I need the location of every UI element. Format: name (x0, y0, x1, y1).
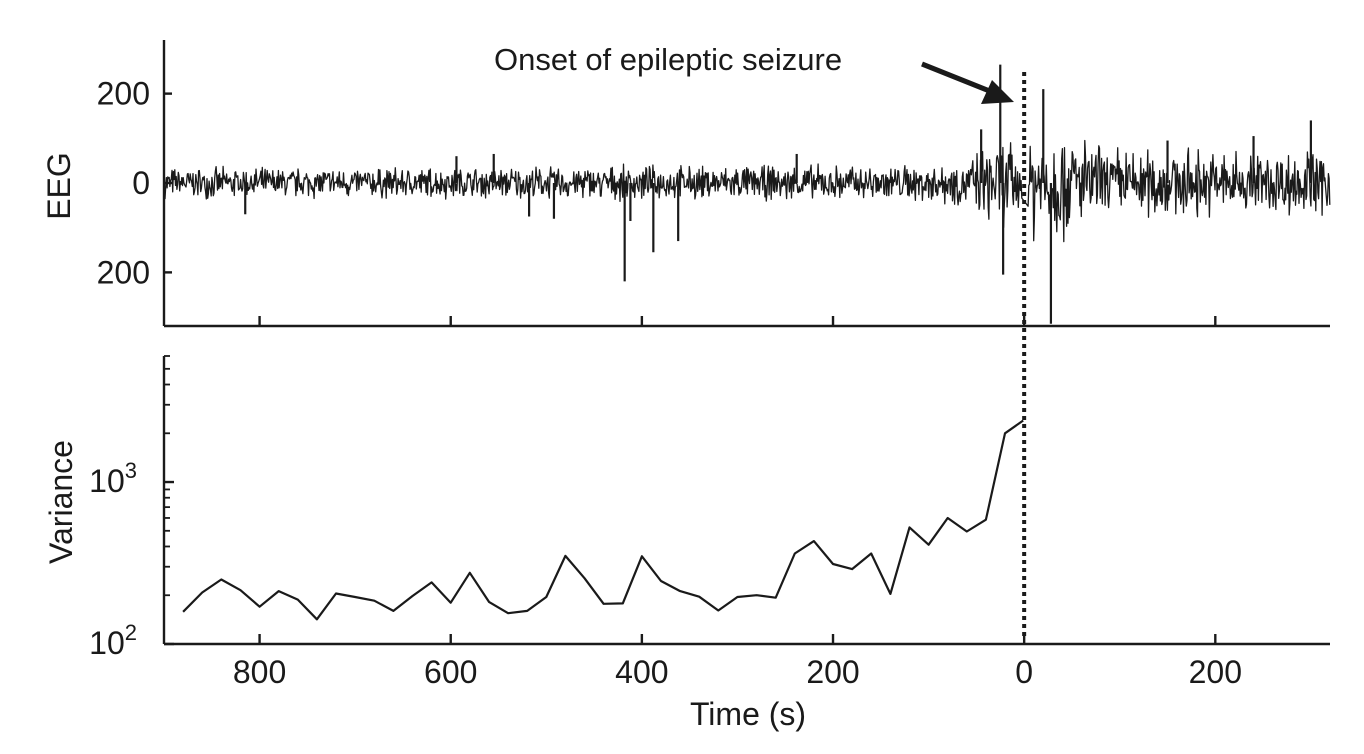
variance-series-line (182, 419, 1024, 621)
x-tick-label: 200 (806, 654, 859, 690)
eeg-panel: 200 0 200 EEG (41, 40, 1331, 328)
variance-y-tick-label: 103 (89, 458, 137, 499)
seizure-onset-annotation: Onset of epileptic seizure (494, 42, 842, 77)
x-tick-label: 600 (424, 654, 477, 690)
eeg-y-tick-label: 200 (97, 254, 150, 290)
eeg-y-tick-label: 0 (132, 165, 150, 201)
eeg-spikes (244, 64, 1312, 324)
variance-y-ticks: 102 103 (89, 355, 174, 661)
variance-y-tick-label: 102 (89, 620, 137, 661)
eeg-y-ticks: 200 0 200 (97, 76, 172, 290)
variance-y-axis-label: Variance (43, 440, 79, 564)
x-axis-label: Time (s) (690, 696, 806, 732)
eeg-signal-line (164, 139, 1331, 243)
eeg-y-axis-label: EEG (41, 152, 77, 220)
annotation-arrow (921, 61, 1014, 104)
eeg-x-ticks (258, 316, 1217, 326)
x-tick-label: 200 (1189, 654, 1242, 690)
variance-x-ticks: 800 600 400 200 0 200 (233, 634, 1242, 690)
x-tick-label: 800 (233, 654, 286, 690)
variance-panel: 102 103 800 600 400 200 0 200 Variance Time (s… (43, 355, 1330, 732)
x-tick-label: 400 (615, 654, 668, 690)
eeg-y-tick-label: 200 (97, 76, 150, 112)
x-tick-label: 0 (1015, 654, 1033, 690)
